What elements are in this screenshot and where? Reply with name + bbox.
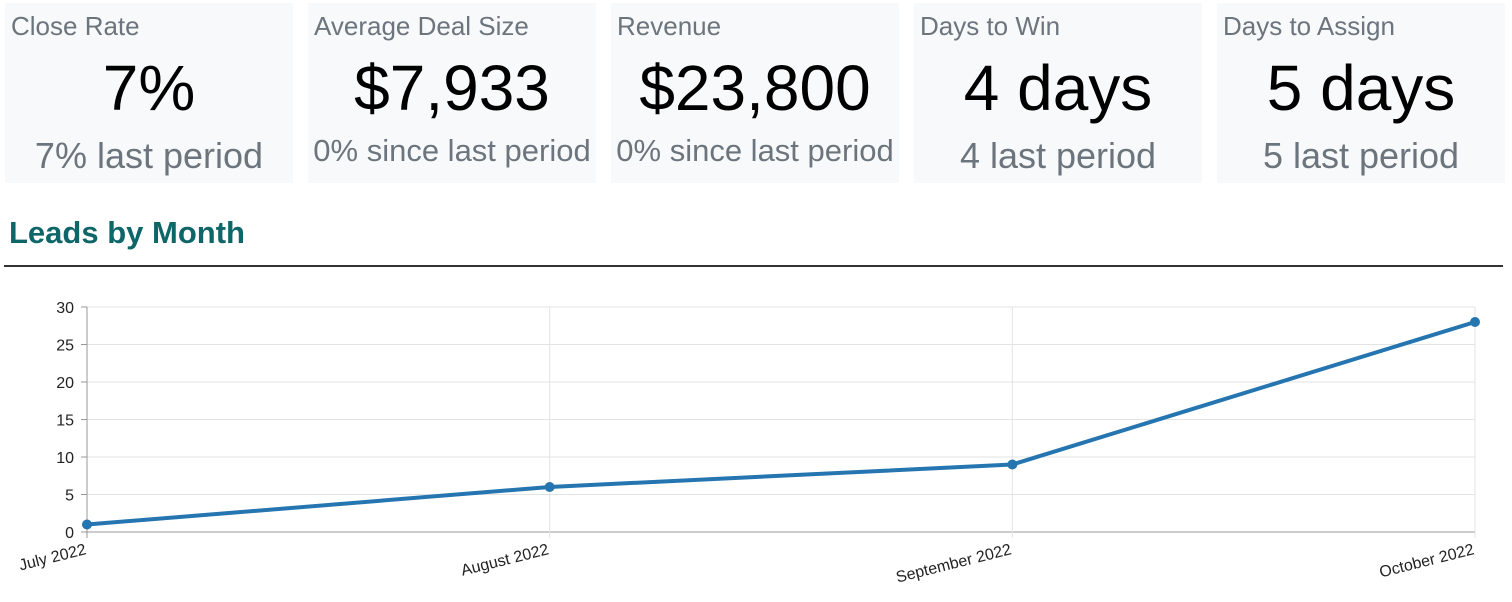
kpi-comparison: 4 last period (959, 135, 1157, 176)
kpi-card-average-deal-size: Average Deal Size $7,933 0% since last p… (308, 3, 596, 183)
y-tick-label: 10 (56, 450, 74, 467)
x-tick-label: July 2022 (17, 541, 88, 574)
series-line (86, 320, 1476, 527)
kpi-card-days-to-win: Days to Win 4 days 4 last period (914, 3, 1202, 183)
y-tick-label: 20 (56, 375, 74, 392)
x-tick-label: October 2022 (1378, 541, 1476, 581)
kpi-value: 5 days (1266, 52, 1456, 124)
kpi-comparison: 5 last period (1262, 135, 1460, 176)
kpi-comparison: 0% since last period (313, 133, 591, 168)
x-tick-label: August 2022 (459, 541, 550, 579)
x-tick-label: September 2022 (894, 541, 1013, 586)
section-title: Leads by Month (9, 215, 245, 250)
y-tick-label: 15 (56, 413, 74, 430)
data-point (82, 519, 92, 530)
kpi-comparison: 7% last period (34, 135, 264, 176)
kpi-comparison: 0% since last period (616, 133, 894, 168)
data-point (1007, 459, 1018, 470)
y-tick-label: 0 (65, 525, 74, 542)
kpi-value: 4 days (963, 52, 1153, 124)
y-tick-label: 30 (56, 300, 74, 317)
kpi-card-revenue: Revenue $23,800 0% since last period (611, 3, 899, 183)
kpi-label: Average Deal Size (314, 11, 529, 41)
section-divider (4, 265, 1503, 267)
kpi-label: Revenue (617, 11, 722, 41)
data-point (1470, 317, 1480, 327)
kpi-value: $23,800 (639, 52, 871, 124)
data-point (544, 482, 555, 492)
y-tick-label: 25 (56, 338, 74, 355)
kpi-label: Days to Assign (1223, 11, 1395, 41)
kpi-card-close-rate: Close Rate 7% 7% last period (5, 3, 293, 183)
kpi-value: 7% (102, 52, 196, 124)
kpi-value: $7,933 (354, 52, 550, 124)
y-tick-label: 5 (65, 488, 74, 505)
kpi-label: Close Rate (11, 11, 140, 41)
kpi-label: Days to Win (920, 11, 1061, 41)
kpi-card-days-to-assign: Days to Assign 5 days 5 last period (1217, 3, 1505, 183)
